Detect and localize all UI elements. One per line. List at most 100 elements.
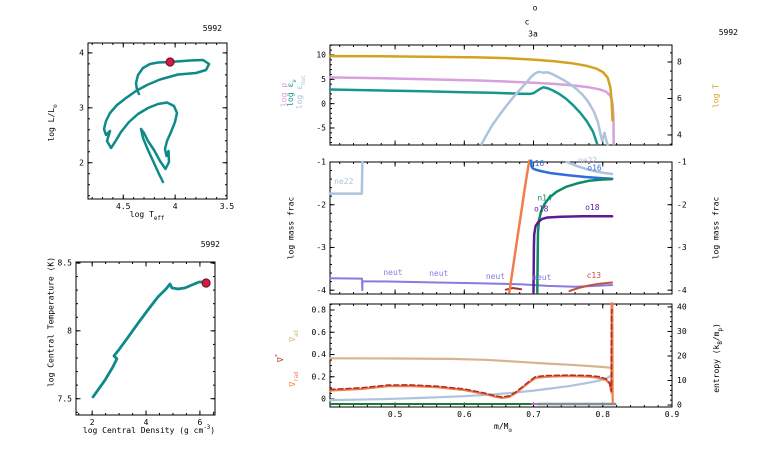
profile-abundances-y-tick-label: -4 <box>316 286 326 295</box>
profile-gradients-y-tick-label: 0.4 <box>312 350 327 359</box>
series-hr-track-main <box>102 58 211 184</box>
burn-label-c: c <box>524 17 530 27</box>
profile-gradients-y-tick-label: 0.8 <box>312 306 327 315</box>
series-tc-rhoc-track <box>91 280 208 399</box>
annotation-neut: neut <box>532 273 551 282</box>
burn-label-3a: 3a <box>528 29 538 39</box>
series-he4-rise <box>508 159 531 294</box>
profile-y-title-logT: log T <box>711 83 721 109</box>
profile-gradients-x-tick-label: 0.5 <box>388 410 403 419</box>
series-log-eps-nuc <box>480 70 609 146</box>
profile-structure-y-tick-label: -5 <box>316 124 326 133</box>
profile-gradients-x-tick-label: 0.9 <box>665 410 680 419</box>
annotation-o16: o16 <box>587 164 602 173</box>
annotation-neut: neut <box>429 269 448 278</box>
hr-diagram: 4.5 4 3.5 2 3 4 <box>79 42 235 211</box>
series-n14 <box>536 177 614 294</box>
series-grad-rad <box>328 302 614 405</box>
tc-current-model-dot <box>201 278 211 288</box>
profile-abundances-y-tick-label: -2 <box>677 200 687 209</box>
hr-diagram-y-tick-label: 4 <box>79 49 84 58</box>
hr-diagram-x-tick-label: 4.5 <box>116 202 131 211</box>
profile-structure-y-tick-label: 0 <box>321 99 326 108</box>
model-number-hr: 5992 <box>202 24 222 33</box>
annotation-ne22: ne22 <box>578 156 597 165</box>
hr-diagram-ticks <box>88 43 228 199</box>
profile-abundances-y-tick-label: -4 <box>677 286 687 295</box>
profile-structure-frame <box>329 44 673 146</box>
series-entropy <box>328 374 613 402</box>
profile-gradients-x-tick-label: 0.7 <box>526 410 541 419</box>
tc-x-axis-title: log Central Density (g cm-3) <box>82 425 216 435</box>
profile-gradients-x-tick-label: 0.6 <box>457 410 472 419</box>
series-c13 <box>568 281 614 292</box>
abund-y-title-right: log mass frac <box>711 196 721 260</box>
series-c13-pocket <box>504 287 523 291</box>
hr-diagram-y-tick-label: 3 <box>79 104 84 113</box>
grad-ad-label: ∇ad <box>288 330 300 342</box>
central-t-rho-y-tick-label: 8.5 <box>58 259 73 268</box>
profile-gradients-x-tick-label: 0.8 <box>596 410 611 419</box>
profile-gradients-y-tick-label: 10 <box>677 376 687 385</box>
annotation-neut: neut <box>383 268 402 277</box>
central-t-rho-y-tick-label: 8 <box>67 327 72 336</box>
hr-x-axis-title: log Teff <box>129 210 165 222</box>
tc-y-axis-title: log Central Temperature (K) <box>46 256 56 388</box>
profile-abundances-y-tick-label: -2 <box>316 200 326 209</box>
series-log-eps-nu <box>328 86 599 146</box>
profile-gradients-y-tick-label: 0 <box>321 395 326 404</box>
entropy-y-title: entropy (kB/mp) <box>712 323 724 393</box>
profile-abundances-y-tick-label: -3 <box>677 243 687 252</box>
grad-star-label: ∇* <box>275 353 285 363</box>
series-hr-track-connector <box>134 60 172 96</box>
profile-abundances-y-tick-label: -1 <box>316 158 326 167</box>
profile-y-title-logepsnuc: log εnuc <box>295 74 307 110</box>
burn-label-o: o <box>532 3 538 13</box>
hr-y-axis-title: log L/L⊙ <box>47 104 59 142</box>
profile-structure-y-tick-label: 8 <box>677 58 682 67</box>
series-log-T <box>328 54 614 122</box>
profile-abundances-frame <box>329 161 673 295</box>
profile-gradients-y-tick-label: 0.6 <box>312 328 327 337</box>
central-t-rho-ticks <box>76 262 215 415</box>
central-t-rho-x-tick-label: 2 <box>90 418 95 427</box>
abund-y-title-left: log mass frac <box>286 196 296 260</box>
annotation-o18: o18 <box>585 203 600 212</box>
central-t-rho-y-tick-label: 7.5 <box>58 394 73 403</box>
profile-gradients-y-tick-label: 30 <box>677 327 687 336</box>
hr-diagram-frame <box>87 42 228 200</box>
annotation-c13: c13 <box>587 271 602 280</box>
profile-structure-y-tick-label: 4 <box>677 131 682 140</box>
model-number-trho: 5992 <box>200 240 220 249</box>
profile-gradients-y-tick-label: 0 <box>677 401 682 410</box>
profile-gradients-y-tick-label: 20 <box>677 352 687 361</box>
profile-structure: -5 0 5 10 4 6 8 <box>316 44 682 146</box>
series-log-rho <box>328 76 615 146</box>
mass-x-axis-title: m/M⊙ <box>494 422 512 434</box>
hr-diagram-y-tick-label: 2 <box>79 158 84 167</box>
series-grad-star <box>329 309 614 398</box>
profile-structure-y-tick-label: 10 <box>316 51 326 60</box>
profile-abundances-y-tick-label: -3 <box>316 243 326 252</box>
profile-structure-y-tick-label: 6 <box>677 94 682 103</box>
annotation-o16: o16 <box>530 159 545 168</box>
series-ne22-envelope <box>565 160 614 176</box>
model-number-profiles: 5992 <box>718 28 738 37</box>
profile-gradients-ticks <box>330 303 673 407</box>
profile-abundances-y-tick-label: -1 <box>677 158 687 167</box>
profile-abundances-ticks <box>330 161 673 294</box>
profile-gradients-y-tick-label: 0.2 <box>312 372 327 381</box>
annotation-neut: neut <box>486 272 505 281</box>
annotation-n14: n14 <box>537 193 552 202</box>
annotation-ne22: ne22 <box>334 177 353 186</box>
hr-current-model-dot <box>165 57 175 67</box>
grad-rad-label: ∇rad <box>288 371 300 387</box>
central-t-rho-x-tick-label: 4 <box>144 418 149 427</box>
central-t-rho-x-tick-label: 6 <box>198 418 203 427</box>
central-t-rho: 2 4 6 7.5 8 8.5 <box>58 259 216 427</box>
hr-diagram-x-tick-label: 3.5 <box>220 202 235 211</box>
